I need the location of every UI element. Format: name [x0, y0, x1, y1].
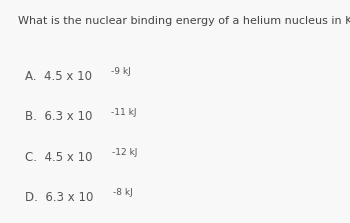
- Text: D.  6.3 x 10: D. 6.3 x 10: [25, 191, 93, 204]
- Text: -11 kJ: -11 kJ: [111, 107, 137, 117]
- Text: -12 kJ: -12 kJ: [112, 148, 137, 157]
- Text: B.  6.3 x 10: B. 6.3 x 10: [25, 110, 92, 123]
- Text: A.  4.5 x 10: A. 4.5 x 10: [25, 70, 91, 83]
- Text: -8 kJ: -8 kJ: [113, 188, 133, 197]
- Text: C.  4.5 x 10: C. 4.5 x 10: [25, 151, 92, 163]
- Text: What is the nuclear binding energy of a helium nucleus in KILOJOULES?: What is the nuclear binding energy of a …: [18, 16, 350, 26]
- Text: -9 kJ: -9 kJ: [111, 67, 131, 76]
